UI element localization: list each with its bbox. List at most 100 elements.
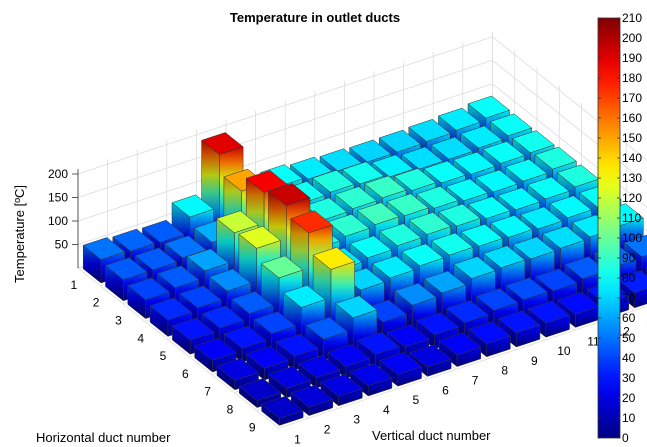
colorbar-tick-label: 80 [622,271,636,285]
bar-top-face [379,352,423,375]
bar-top-face [452,151,496,175]
bar-top-face [438,203,481,227]
bar-top-face [504,158,548,182]
bar-top-face [349,139,392,163]
bar-top-face [327,213,370,237]
bars-layer [82,95,647,426]
colorbar-tick-label: 150 [622,131,642,145]
colorbar-tick-label: 50 [622,331,636,345]
side-wall-gridline [492,59,647,185]
bar-top-face [231,291,274,314]
bar-top-face [400,146,444,170]
bar-top-face [379,223,422,246]
bar-top-face [401,243,444,267]
floor-gridline [77,267,279,429]
bar-top-face [320,374,363,397]
colorbar-tick-label: 30 [622,371,636,385]
bar-top-face [112,228,155,252]
bar-top-face [223,325,267,349]
y-tick-label: 3 [353,413,360,427]
colorbar-tick-label: 180 [622,71,642,85]
bar-top-face [290,210,333,234]
bar-top-face [201,305,245,329]
bar-top-face [460,125,503,149]
bar-h9-v13 [616,270,647,309]
z-tick-label: 50 [55,238,69,252]
bar-top-face [534,146,577,170]
bar-top-face [549,195,592,219]
bar-top-face [415,185,459,209]
colorbar-gradient [597,17,621,439]
bar-top-face [364,175,407,199]
bar-top-face [171,317,215,341]
bar-top-face [475,169,518,193]
bar-h8-v4 [327,344,371,379]
bar-top-face [238,378,282,401]
bar-top-face [275,333,319,357]
bar-top-face [445,300,489,323]
bar-top-face [349,363,393,386]
colorbar-tick-label: 210 [622,11,642,25]
x-tick-label: 8 [227,403,234,417]
x-tick-label: 5 [160,349,167,363]
bar-top-face [164,235,207,258]
bar-top-face [297,355,341,378]
bar-top-face [542,225,585,249]
bar-top-face [319,148,363,172]
bar-top-face [519,206,563,230]
bar-top-face [623,234,647,257]
colorbar-tick-label: 90 [622,251,636,265]
bar-top-face [416,312,459,335]
bar-top-face [467,196,511,219]
colorbar-tick-label: 0 [622,431,629,445]
bar-top-face [393,168,437,191]
bar-top-face [460,223,504,247]
bar-top-face [171,194,215,218]
colorbar-tick-label: 140 [622,151,642,165]
y-tick-label: 2 [324,423,331,437]
y-tick-label: 10 [557,344,571,358]
bar-top-face [246,345,289,369]
bar-top-face [104,257,148,280]
colorbar-tick-label: 40 [622,351,636,365]
bar-top-face [505,277,548,300]
z-tick-label: 200 [48,167,68,181]
z-tick-label: 100 [48,214,68,228]
y-tick-label: 1 [294,432,301,446]
bar-top-face [408,212,452,235]
bar-top-face [156,265,200,288]
bar-top-face [378,129,422,153]
bar-top-face [260,255,304,279]
bar-top-face [430,232,474,256]
bar-top-face [453,256,496,279]
bar-top-face [245,170,289,193]
bar-h9-v5 [379,352,423,387]
colorbar-tick-label: 120 [622,191,642,205]
x-tick-label: 1 [70,278,77,292]
bar-top-face [216,210,259,234]
bar-top-face [527,176,570,200]
bar-top-face [437,107,481,131]
y-tick-label: 9 [531,354,538,368]
bar-top-face [341,161,385,185]
bar-top-face [467,95,511,119]
bar-top-face [312,247,356,270]
chart-title: Temperature in outlet ducts [230,10,400,25]
colorbar-tick-label: 130 [622,171,642,185]
ticks-layer: 501001502001234567891234567891011121314 [48,167,647,446]
bar-top-face [312,169,355,193]
colorbar-tick-label: 70 [622,291,636,305]
bar-top-face [394,282,437,306]
y-tick-label: 11 [587,334,600,348]
bar-top-face [371,154,414,178]
colorbar-tick-label: 60 [622,311,636,325]
x-tick-label: 7 [204,385,211,399]
bar-top-face [194,337,237,361]
bar-top-face [356,202,400,225]
z-axis-label: Temperature [ºC] [12,185,27,283]
bar-top-face [430,136,474,160]
colorbar-tick-label: 10 [622,411,636,425]
bar-top-face [475,288,519,311]
bar-h9-v3 [320,374,363,407]
